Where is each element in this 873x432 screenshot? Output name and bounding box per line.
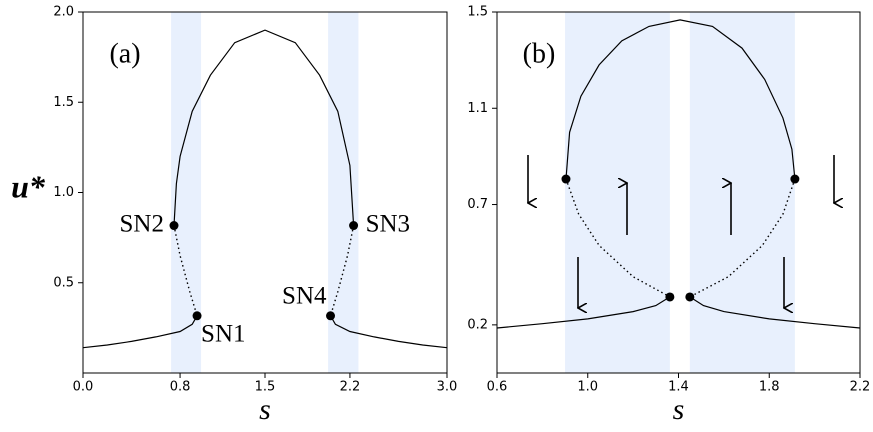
y-tick-label: 1.5: [53, 95, 74, 110]
x-tick-label: 0.8: [170, 380, 191, 395]
x-tick-label: 1.4: [668, 380, 689, 395]
shaded-band: [565, 12, 670, 373]
saddle-node-point: [665, 292, 675, 302]
panel: SN2 SN1 SN4 SN3 0.0 0.8 1.5 2.2 3.0 0.5 1.0 1.5 2.0 (…: [11, 5, 457, 426]
curve: [173, 225, 198, 317]
panel: 0.6 1.0 1.4 1.8 2.2 0.2 0.7 1.1 1.5 (b) s: [467, 5, 870, 426]
curve: [329, 315, 448, 349]
point-label: SN3: [366, 210, 410, 237]
panel-label: (b): [523, 38, 556, 69]
point-label: SN4: [282, 283, 327, 310]
curve: [565, 19, 796, 180]
y-tick-label: 1.1: [467, 101, 488, 116]
x-axis-label: s: [259, 393, 271, 426]
curve: [82, 315, 198, 349]
curve: [496, 296, 671, 329]
x-tick-label: 1.0: [577, 380, 598, 395]
y-tick-label: 1.5: [467, 5, 488, 20]
saddle-node-point: [790, 174, 800, 184]
curve: [329, 225, 355, 317]
point-label: SN1: [201, 321, 245, 348]
x-tick-label: 0.6: [487, 380, 508, 395]
panel-label: (a): [109, 38, 140, 69]
y-axis-label: u*: [11, 168, 46, 204]
saddle-node-point: [192, 311, 202, 321]
x-tick-label: 3.0: [437, 380, 458, 395]
saddle-node-point: [349, 221, 359, 231]
y-tick-label: 1.0: [53, 185, 74, 200]
x-tick-label: 1.5: [255, 380, 276, 395]
x-tick-label: 1.8: [759, 380, 780, 395]
x-tick-label: 2.2: [340, 380, 361, 395]
y-tick-label: 0.7: [467, 197, 488, 212]
point-label: SN2: [120, 210, 164, 237]
y-tick-label: 2.0: [53, 5, 74, 20]
y-tick-label: 0.5: [53, 275, 74, 290]
curve: [689, 178, 796, 298]
shaded-band: [689, 12, 795, 373]
x-axis-label: s: [673, 393, 685, 426]
y-tick-label: 0.2: [467, 317, 488, 332]
saddle-node-point: [326, 311, 336, 321]
saddle-node-point: [169, 221, 179, 231]
x-tick-label: 0.0: [73, 380, 94, 395]
curve: [173, 29, 355, 226]
saddle-node-point: [561, 174, 571, 184]
saddle-node-point: [685, 292, 695, 302]
x-tick-label: 2.2: [850, 380, 871, 395]
curve: [689, 296, 861, 329]
